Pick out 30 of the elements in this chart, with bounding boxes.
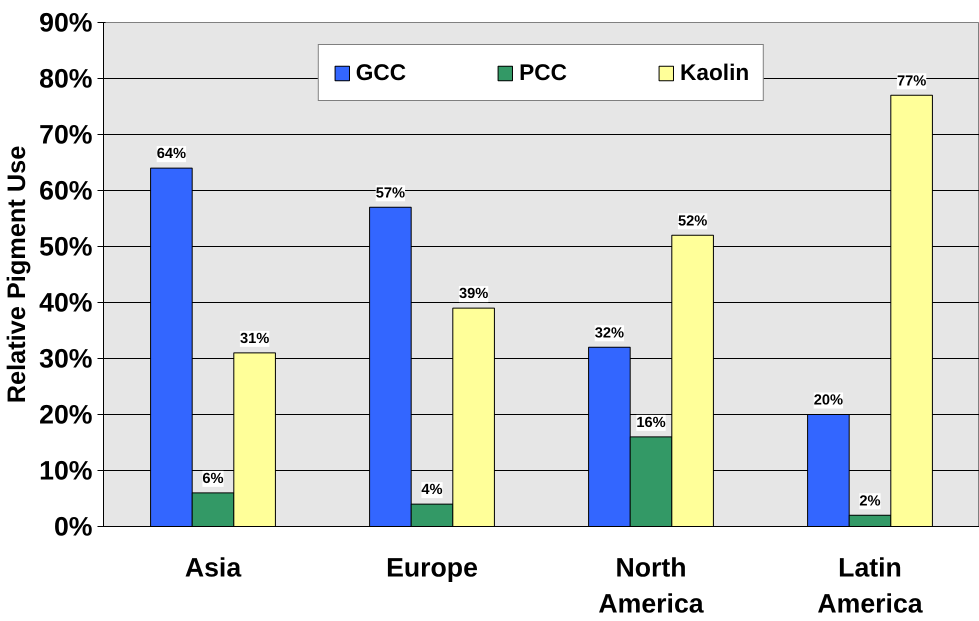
data-label: 16% — [636, 414, 666, 431]
data-label: 32% — [594, 325, 624, 342]
data-label: 2% — [859, 493, 881, 510]
data-label: 77% — [896, 73, 926, 90]
data-label: 20% — [814, 392, 844, 408]
y-tick-label: 50% — [39, 232, 93, 262]
data-label: 31% — [240, 330, 270, 347]
y-tick-label: 40% — [39, 288, 93, 318]
legend-label: GCC — [356, 59, 406, 86]
x-tick-label: Europe — [386, 552, 478, 582]
y-tick-label: 30% — [39, 344, 93, 374]
data-label: 64% — [156, 146, 186, 162]
data-label: 4% — [421, 482, 443, 498]
y-tick-label: 10% — [39, 456, 93, 486]
x-tick-label: Latin America — [817, 552, 923, 618]
data-label: 57% — [376, 185, 406, 202]
x-tick-label: Asia — [184, 552, 242, 582]
x-tick-label: North America — [598, 552, 704, 618]
data-label: 6% — [202, 470, 224, 487]
y-tick-label: 60% — [39, 176, 93, 206]
y-axis-title: Relative Pigment Use — [3, 146, 32, 404]
y-tick-label: 0% — [54, 512, 93, 542]
data-label: 39% — [458, 286, 488, 302]
y-tick-label: 70% — [39, 120, 93, 150]
y-tick-label: 20% — [39, 400, 93, 430]
legend-label: Kaolin — [680, 59, 750, 86]
y-tick-label: 90% — [39, 8, 93, 38]
data-label: 52% — [678, 213, 708, 230]
legend-label: PCC — [519, 59, 567, 86]
y-tick-label: 80% — [39, 64, 93, 94]
